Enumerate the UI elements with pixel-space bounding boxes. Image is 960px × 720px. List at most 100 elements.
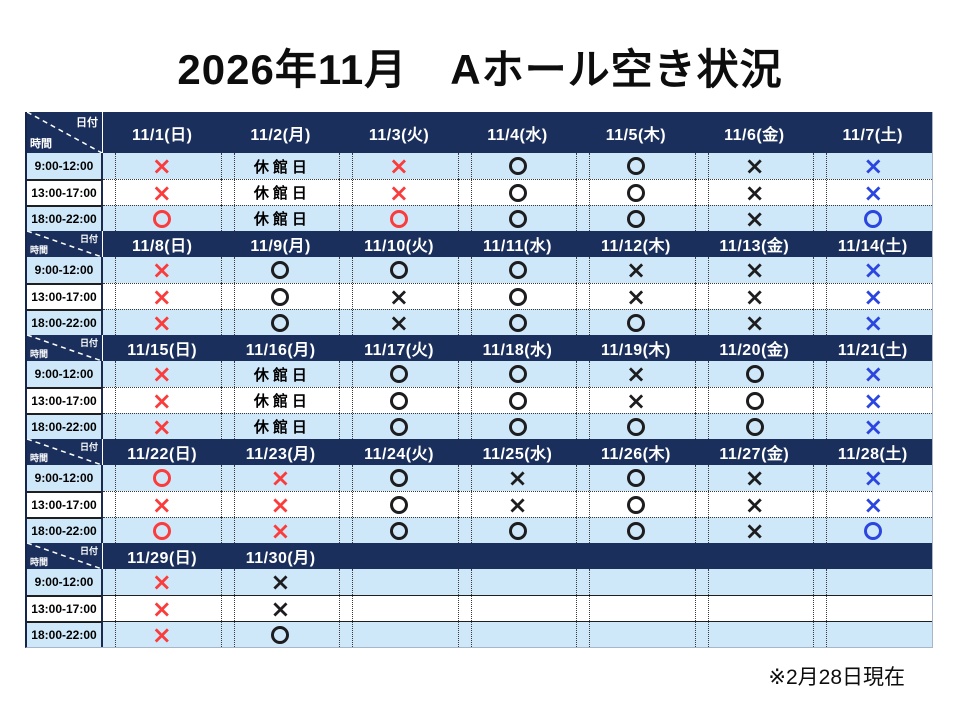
diagonal-divider-line [27,543,102,569]
availability-cell: 休館日 [220,361,340,387]
availability-cell: × [576,283,695,309]
date-header: 11/17(火) [364,342,434,359]
column-divider [115,465,116,491]
circle-available-icon [389,365,408,383]
availability-cell [576,179,695,205]
cross-unavailable-icon: × [388,178,409,207]
availability-cell: × [220,517,340,543]
column-divider [707,310,709,335]
circle-available-icon [627,209,646,228]
column-divider [707,206,709,231]
cross-unavailable-icon: × [388,282,409,311]
diagonal-divider-line [27,439,102,465]
date-header: 11/19(木) [600,342,671,359]
circle-available-icon [627,183,646,202]
corner-date-label: 日付 [79,338,98,348]
availability-cell [694,569,814,595]
availability-cell [457,179,577,205]
column-divider [233,518,235,543]
circle-available-icon [627,521,646,540]
time-slot-label: 18:00-22:00 [27,621,103,647]
availability-cell [339,595,458,621]
circle-available-icon [627,417,646,436]
circle-available-icon [271,287,290,306]
column-divider [470,622,472,647]
column-divider [352,414,354,439]
time-slot-label: 9:00-12:00 [27,569,103,595]
availability-cell: × [694,491,814,517]
availability-cell [339,205,458,231]
column-divider [233,388,235,413]
closed-day-label: 休館日 [253,185,311,202]
column-divider [589,492,591,517]
availability-cell: × [576,387,695,413]
availability-cell: 休館日 [220,153,340,179]
cross-unavailable-icon: × [151,620,172,649]
availability-cell [339,517,458,543]
availability-cell: × [576,361,695,387]
time-row: 9:00-12:00 × × × × [27,257,932,283]
availability-cell: × [103,491,221,517]
availability-cell [457,413,577,439]
corner-date-label: 日付 [79,442,98,452]
availability-cell [339,361,458,387]
time-slot-label: 18:00-22:00 [27,205,103,231]
availability-cell: × [813,361,932,387]
availability-cell: × [576,257,695,283]
date-header: 11/30(月) [245,550,316,567]
date-header: 11/25(水) [482,446,553,463]
column-divider [707,284,709,309]
availability-cell [576,569,695,595]
column-divider [589,622,591,647]
column-divider [233,492,235,517]
availability-cell: 休館日 [220,205,340,231]
circle-available-icon [508,261,527,279]
circle-available-icon [508,365,527,383]
corner-time-label: 時間 [30,138,52,150]
availability-cell [339,387,458,413]
availability-cell: × [694,257,814,283]
column-divider [352,361,354,387]
week-header-row: 日付 時間 11/8(日) 11/9(月) 11/10(火) 11/11(水) 11/12(… [27,231,932,257]
column-divider [707,622,709,647]
circle-available-icon [508,183,527,202]
availability-cell [576,205,695,231]
circle-available-icon [745,417,764,436]
column-divider [589,569,591,595]
date-header [340,543,458,569]
date-header: 11/8(日) [132,238,193,255]
date-header: 11/20(金) [719,342,790,359]
date-header: 11/3(火) [368,126,430,144]
corner-time-label: 時間 [30,453,49,463]
availability-cell: × [457,465,577,491]
time-row: 9:00-12:00 × × [27,569,932,595]
column-divider [707,153,709,179]
availability-cell: × [103,413,221,439]
column-divider [115,492,116,517]
cross-unavailable-icon: × [863,360,884,388]
column-divider [352,569,354,595]
date-header: 11/4(水) [487,126,548,144]
circle-available-icon [271,625,290,644]
column-divider [233,596,235,621]
availability-cell: × [103,569,221,595]
week-header-row: 日付 時間 11/29(日) 11/30(月) [27,543,932,569]
date-header: 11/22(日) [127,446,198,463]
time-slot-label: 9:00-12:00 [27,465,103,491]
availability-cell: × [694,205,814,231]
column-divider [115,257,116,283]
column-divider [707,518,709,543]
cross-unavailable-icon: × [626,282,647,311]
availability-cell [339,413,458,439]
availability-cell: × [813,491,933,517]
availability-cell: × [220,491,340,517]
column-divider [707,596,709,621]
column-divider [352,153,354,179]
corner-time-label: 時間 [30,245,49,255]
cross-unavailable-icon: × [151,490,172,519]
time-row: 9:00-12:00 × 休館日 × × [27,361,932,387]
availability-cell [220,283,340,309]
date-header: 11/27(金) [719,446,790,463]
column-divider [352,465,354,491]
circle-available-icon [627,313,646,332]
